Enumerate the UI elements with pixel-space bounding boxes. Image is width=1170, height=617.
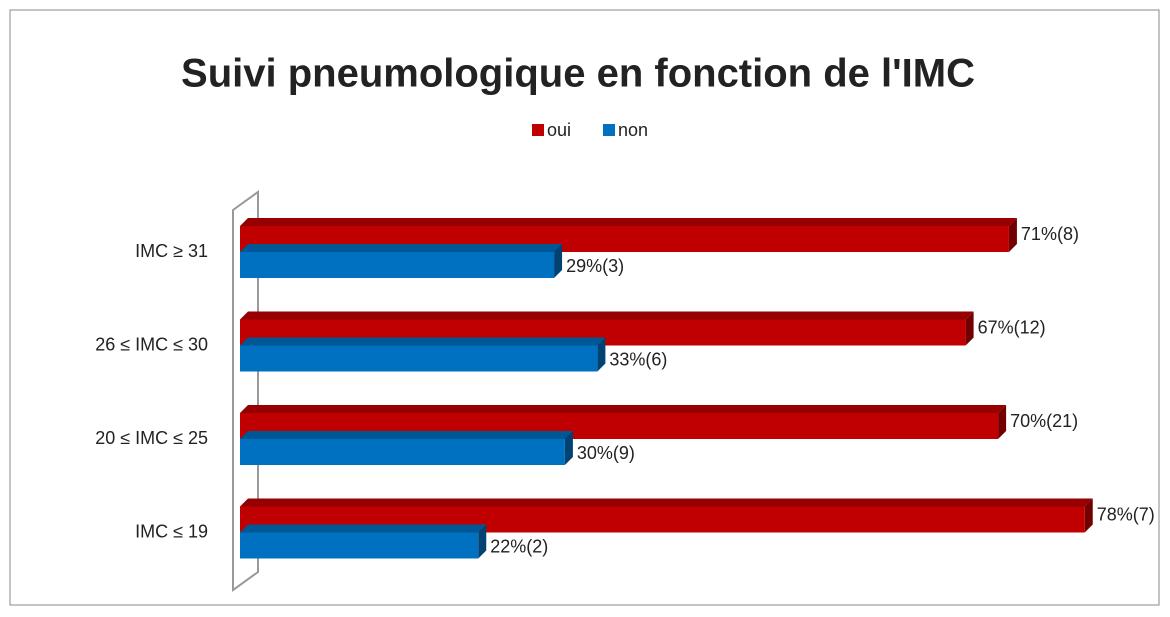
bar-top [240,337,606,346]
bar-side [597,337,606,372]
bar-top [240,311,974,320]
bar-side [564,431,573,465]
bar-top [240,244,563,252]
bar-top [240,405,1007,413]
value-label: 70%(21) [1010,411,1078,431]
bar-side [478,524,487,559]
bar-top [240,218,1017,226]
y-tick-label: IMC ≤ 19 [135,521,208,541]
axis-wall [232,190,259,592]
legend-label: non [618,120,648,140]
bar-top [240,498,1093,507]
value-label: 33%(6) [609,349,667,369]
value-label: 29%(3) [566,256,624,276]
value-label: 22%(2) [490,536,548,556]
y-tick-label: 20 ≤ IMC ≤ 25 [95,428,208,448]
bar [240,532,479,559]
bar-top [240,524,487,533]
bar [240,439,565,465]
bar-top [240,431,573,439]
bar-side [998,405,1007,439]
value-label: 78%(7) [1097,504,1155,524]
bar-side [965,311,974,346]
value-label: 71%(8) [1021,224,1079,244]
y-tick-label: 26 ≤ IMC ≤ 30 [95,334,208,354]
legend-label: oui [547,120,571,140]
bar-side [554,244,563,278]
value-label: 67%(12) [978,317,1046,337]
bar-side [1084,498,1093,533]
bar [240,345,598,372]
y-tick-label: IMC ≥ 31 [135,241,208,261]
bar-side [1008,218,1017,252]
value-label: 30%(9) [577,443,635,463]
bar [240,252,555,278]
legend-swatch [532,124,544,136]
chart-title: Suivi pneumologique en fonction de l'IMC [181,52,975,96]
legend-swatch [603,124,615,136]
